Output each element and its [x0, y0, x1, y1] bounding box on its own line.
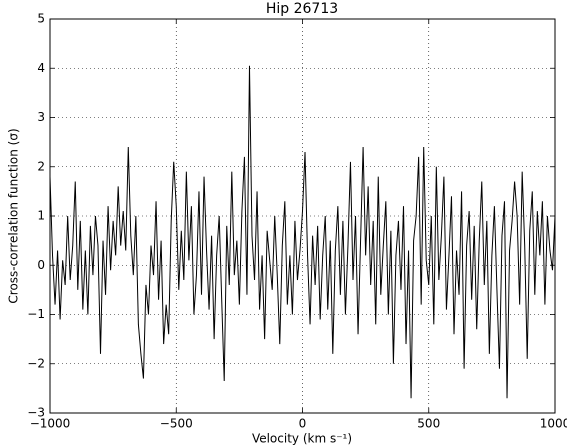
y-tick-label: 3	[37, 110, 45, 124]
y-tick-label: 2	[37, 159, 45, 173]
y-tick-label: −2	[27, 356, 45, 370]
data-line	[49, 65, 556, 399]
chart-title: Hip 26713	[266, 1, 338, 17]
x-tick-label: −500	[160, 417, 193, 431]
y-tick-label: −3	[27, 406, 45, 420]
x-axis-label: Velocity (km s⁻¹)	[252, 432, 352, 446]
y-tick-label: 0	[37, 258, 45, 272]
y-tick-label: 5	[37, 12, 45, 26]
x-tick-label: 1000	[540, 417, 567, 431]
y-tick-label: 1	[37, 209, 45, 223]
y-tick-label: 4	[37, 61, 45, 75]
x-tick-label: 0	[299, 417, 307, 431]
x-tick-label: 500	[417, 417, 440, 431]
x-tick-label: −1000	[30, 417, 71, 431]
y-tick-label: −1	[27, 307, 45, 321]
y-axis-label: Cross-correlation function (σ)	[7, 128, 21, 303]
